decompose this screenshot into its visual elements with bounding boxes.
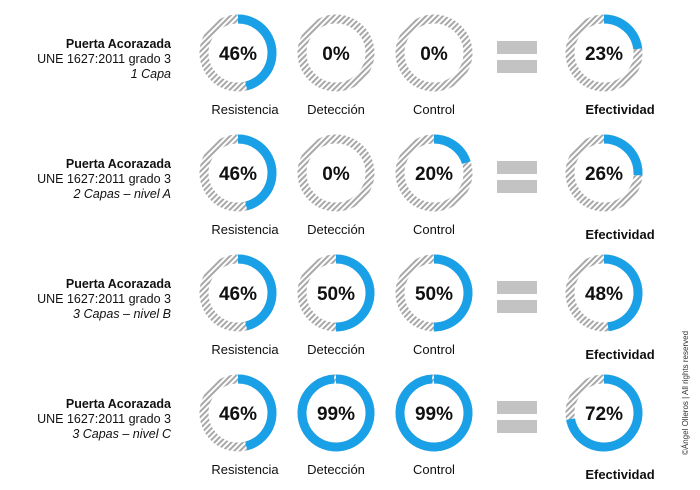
gauge-value-label: 46% (219, 44, 257, 65)
row-standard: UNE 1627:2011 grado 3 (37, 52, 171, 66)
metric-label: Detección (307, 462, 365, 477)
gauge-value-label: 48% (585, 284, 623, 305)
gauge-fill-arc (395, 374, 473, 452)
row-title: Puerta Acorazada (65, 397, 171, 411)
result-label: Efectividad (585, 467, 655, 482)
row-level: 2 Capas – nivel A (73, 187, 171, 201)
row-standard: UNE 1627:2011 grado 3 (37, 412, 171, 426)
gauge-value-label: 46% (219, 404, 257, 425)
gauge-control: 0% (395, 14, 473, 92)
gauge-value-label: 50% (415, 284, 453, 305)
gauge-fill-arc (199, 374, 277, 452)
metric-label: Control (413, 342, 455, 357)
gauge-deteccion: 0% (297, 14, 375, 92)
gauge-fill-arc (565, 134, 643, 212)
gauge-efectividad: 23% (565, 14, 643, 92)
metric-label: Resistencia (211, 342, 279, 357)
copyright-text: ©Ángel Olleros | All rights reserved (681, 330, 690, 455)
gauge-value-label: 0% (322, 164, 350, 185)
row-standard: UNE 1627:2011 grado 3 (37, 172, 171, 186)
gauge-value-label: 23% (585, 44, 623, 65)
row-title: Puerta Acorazada (65, 37, 171, 51)
gauge-value-label: 0% (420, 44, 448, 65)
gauge-resistencia: 46% (199, 134, 277, 212)
gauge-value-label: 20% (415, 164, 453, 185)
gauge-resistencia: 46% (199, 254, 277, 332)
copyright-notice: ©Ángel Olleros | All rights reserved (681, 331, 690, 455)
row-standard: UNE 1627:2011 grado 3 (37, 292, 171, 306)
gauge-fill-arc (199, 134, 277, 212)
metric-label: Resistencia (211, 462, 279, 477)
gauge-fill-arc (199, 14, 277, 92)
gauge-value-label: 99% (317, 404, 355, 425)
gauge-fill-arc (297, 374, 375, 452)
gauge-fill-arc (565, 374, 643, 452)
gauge-track (395, 14, 473, 92)
gauge-value-label: 0% (322, 44, 350, 65)
gauge-resistencia: 46% (199, 374, 277, 452)
gauge-value-label: 26% (585, 164, 623, 185)
gauge-efectividad: 72% (565, 374, 643, 452)
row-title: Puerta Acorazada (65, 157, 171, 171)
gauge-control: 20% (395, 134, 473, 212)
row-title: Puerta Acorazada (65, 277, 171, 291)
metric-label: Control (413, 462, 455, 477)
gauge-control: 50% (395, 254, 473, 332)
gauge-fill-arc (395, 134, 473, 212)
metric-label: Control (413, 102, 455, 117)
gauge-deteccion: 99% (297, 374, 375, 452)
gauge-track (297, 134, 375, 212)
gauge-fill-arc (297, 254, 375, 332)
gauge-value-label: 72% (585, 404, 623, 425)
row-level: 1 Capa (130, 67, 171, 81)
metric-label: Control (413, 222, 455, 237)
row-level: 3 Capas – nivel B (73, 307, 171, 321)
gauge-deteccion: 50% (297, 254, 375, 332)
gauge-efectividad: 26% (565, 134, 643, 212)
metric-label: Detección (307, 102, 365, 117)
result-label: Efectividad (585, 102, 655, 117)
gauge-track (297, 14, 375, 92)
row-level: 3 Capas – nivel C (72, 427, 171, 441)
gauge-efectividad: 48% (565, 254, 643, 332)
gauge-fill-arc (395, 254, 473, 332)
gauge-fill-arc (565, 254, 643, 332)
gauge-control: 99% (395, 374, 473, 452)
gauge-value-label: 99% (415, 404, 453, 425)
gauge-value-label: 46% (219, 164, 257, 185)
result-label: Efectividad (585, 227, 655, 242)
metric-label: Detección (307, 222, 365, 237)
gauge-resistencia: 46% (199, 14, 277, 92)
metric-label: Detección (307, 342, 365, 357)
metric-label: Resistencia (211, 102, 279, 117)
gauge-deteccion: 0% (297, 134, 375, 212)
gauge-fill-arc (565, 14, 643, 92)
gauge-fill-arc (199, 254, 277, 332)
gauge-value-label: 50% (317, 284, 355, 305)
metric-label: Resistencia (211, 222, 279, 237)
result-label: Efectividad (585, 347, 655, 362)
gauge-value-label: 46% (219, 284, 257, 305)
